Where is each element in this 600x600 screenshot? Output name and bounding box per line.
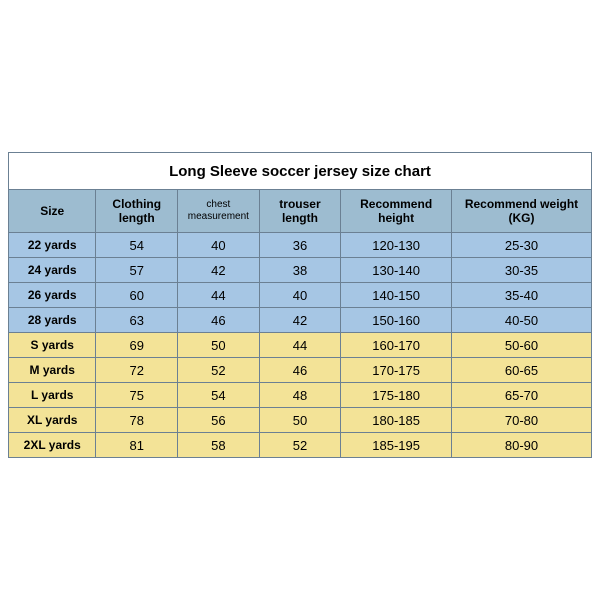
- value-cell: 44: [259, 333, 341, 358]
- table-row: 24 yards574238130-14030-35: [9, 258, 592, 283]
- value-cell: 130-140: [341, 258, 452, 283]
- value-cell: 38: [259, 258, 341, 283]
- value-cell: 44: [178, 283, 260, 308]
- column-header: Recommend weight (KG): [452, 190, 592, 233]
- table-row: 26 yards604440140-15035-40: [9, 283, 592, 308]
- size-chart-container: Long Sleeve soccer jersey size chartSize…: [8, 152, 592, 458]
- value-cell: 58: [178, 433, 260, 458]
- value-cell: 80-90: [452, 433, 592, 458]
- size-chart-table: Long Sleeve soccer jersey size chartSize…: [8, 152, 592, 458]
- table-row: XL yards785650180-18570-80: [9, 408, 592, 433]
- table-row: 28 yards634642150-16040-50: [9, 308, 592, 333]
- size-label-cell: L yards: [9, 383, 96, 408]
- table-row: 2XL yards815852185-19580-90: [9, 433, 592, 458]
- value-cell: 46: [259, 358, 341, 383]
- value-cell: 54: [96, 233, 178, 258]
- value-cell: 72: [96, 358, 178, 383]
- table-row: M yards725246170-17560-65: [9, 358, 592, 383]
- size-label-cell: 2XL yards: [9, 433, 96, 458]
- value-cell: 46: [178, 308, 260, 333]
- value-cell: 36: [259, 233, 341, 258]
- value-cell: 40-50: [452, 308, 592, 333]
- table-row: L yards755448175-18065-70: [9, 383, 592, 408]
- value-cell: 52: [178, 358, 260, 383]
- value-cell: 40: [259, 283, 341, 308]
- value-cell: 150-160: [341, 308, 452, 333]
- value-cell: 120-130: [341, 233, 452, 258]
- value-cell: 185-195: [341, 433, 452, 458]
- value-cell: 63: [96, 308, 178, 333]
- table-row: S yards695044160-17050-60: [9, 333, 592, 358]
- value-cell: 180-185: [341, 408, 452, 433]
- value-cell: 170-175: [341, 358, 452, 383]
- value-cell: 78: [96, 408, 178, 433]
- table-title: Long Sleeve soccer jersey size chart: [9, 153, 592, 190]
- column-header: Clothing length: [96, 190, 178, 233]
- value-cell: 75: [96, 383, 178, 408]
- value-cell: 50-60: [452, 333, 592, 358]
- value-cell: 56: [178, 408, 260, 433]
- column-header: trouser length: [259, 190, 341, 233]
- value-cell: 65-70: [452, 383, 592, 408]
- size-label-cell: 26 yards: [9, 283, 96, 308]
- value-cell: 140-150: [341, 283, 452, 308]
- value-cell: 48: [259, 383, 341, 408]
- value-cell: 35-40: [452, 283, 592, 308]
- size-label-cell: 28 yards: [9, 308, 96, 333]
- value-cell: 42: [178, 258, 260, 283]
- value-cell: 57: [96, 258, 178, 283]
- size-label-cell: M yards: [9, 358, 96, 383]
- value-cell: 52: [259, 433, 341, 458]
- table-row: 22 yards544036120-13025-30: [9, 233, 592, 258]
- column-header: Size: [9, 190, 96, 233]
- size-label-cell: 22 yards: [9, 233, 96, 258]
- value-cell: 25-30: [452, 233, 592, 258]
- value-cell: 81: [96, 433, 178, 458]
- value-cell: 42: [259, 308, 341, 333]
- value-cell: 54: [178, 383, 260, 408]
- value-cell: 50: [178, 333, 260, 358]
- value-cell: 60: [96, 283, 178, 308]
- value-cell: 50: [259, 408, 341, 433]
- column-header: Recommend height: [341, 190, 452, 233]
- value-cell: 70-80: [452, 408, 592, 433]
- value-cell: 30-35: [452, 258, 592, 283]
- size-label-cell: S yards: [9, 333, 96, 358]
- column-header: chest measurement: [178, 190, 260, 233]
- value-cell: 40: [178, 233, 260, 258]
- value-cell: 69: [96, 333, 178, 358]
- size-label-cell: XL yards: [9, 408, 96, 433]
- value-cell: 175-180: [341, 383, 452, 408]
- value-cell: 160-170: [341, 333, 452, 358]
- size-label-cell: 24 yards: [9, 258, 96, 283]
- value-cell: 60-65: [452, 358, 592, 383]
